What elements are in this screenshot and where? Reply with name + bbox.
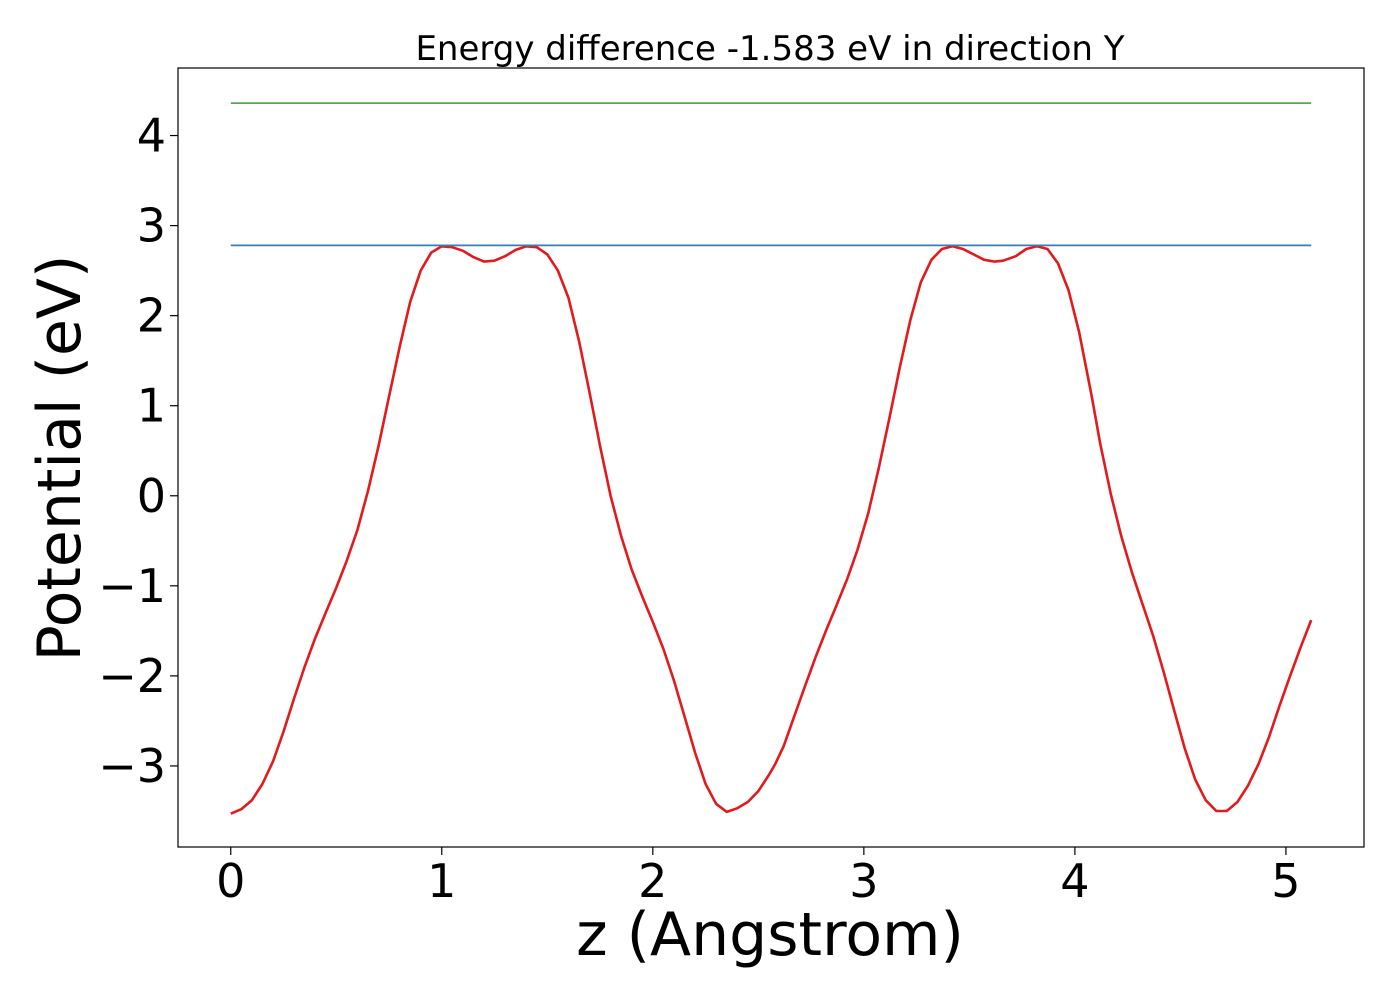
chart-title: Energy difference -1.583 eV in direction…	[415, 29, 1124, 69]
y-tick-label: −2	[98, 649, 166, 703]
y-tick-label: −1	[98, 559, 166, 613]
x-tick-label: 2	[638, 854, 667, 908]
y-tick-label: 1	[137, 379, 166, 433]
y-tick-label: 4	[137, 109, 166, 163]
x-tick-label: 1	[427, 854, 456, 908]
y-tick-label: −3	[98, 739, 166, 793]
y-axis-label: Potential (eV)	[25, 255, 95, 662]
x-tick-label: 3	[849, 854, 878, 908]
x-tick-label: 0	[216, 854, 245, 908]
y-axis-ticks: −3 −2 −1 0 1 2 3 4	[98, 109, 178, 793]
series-line-potential	[230, 245, 1313, 815]
x-tick-label: 5	[1271, 854, 1300, 908]
x-axis-ticks: 0 1 2 3 4 5	[216, 847, 1301, 908]
y-tick-label: 2	[137, 289, 166, 343]
y-tick-label: 0	[137, 469, 166, 523]
x-tick-label: 4	[1060, 854, 1089, 908]
plot-frame	[177, 67, 1365, 848]
series-layer	[230, 102, 1313, 815]
y-tick-label: 3	[137, 199, 166, 253]
x-axis-label: z (Angstrom)	[576, 900, 964, 970]
